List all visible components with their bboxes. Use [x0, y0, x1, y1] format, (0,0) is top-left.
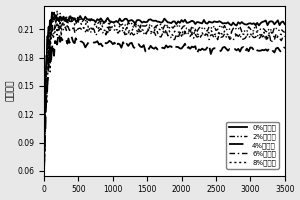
8%竹纤维 [80, 24, 84, 27]
8%竹纤维 [226, 34, 230, 36]
2%竹纤维 [166, 26, 169, 28]
Y-axis label: 摩擦系数: 摩擦系数 [6, 80, 15, 101]
0%竹纤维 [283, 23, 286, 25]
6%竹纤维 [161, 32, 164, 35]
8%竹纤维 [76, 16, 80, 19]
2%竹纤维 [161, 29, 164, 31]
4%竹纤维 [95, 40, 99, 42]
4%竹纤维 [166, 46, 169, 49]
4%竹纤维 [42, 170, 46, 172]
8%竹纤维 [166, 26, 169, 28]
0%竹纤维 [80, 18, 84, 20]
4%竹纤维 [161, 46, 164, 49]
6%竹纤维 [54, 15, 58, 18]
4%竹纤维 [80, 41, 84, 43]
8%竹纤维 [283, 35, 286, 38]
Legend: 0%竹纤维, 2%竹纤维, 4%竹纤维, 6%竹纤维, 8%竹纤维: 0%竹纤维, 2%竹纤维, 4%竹纤维, 6%竹纤维, 8%竹纤维 [226, 122, 279, 169]
8%竹纤维 [95, 28, 99, 31]
Line: 6%竹纤维: 6%竹纤维 [44, 16, 285, 171]
Line: 2%竹纤维: 2%竹纤维 [44, 11, 285, 171]
Line: 4%竹纤维: 4%竹纤维 [44, 34, 285, 171]
0%竹纤维 [166, 21, 169, 24]
Line: 0%竹纤维: 0%竹纤维 [44, 12, 285, 171]
4%竹纤维 [61, 39, 64, 41]
6%竹纤维 [42, 170, 46, 172]
2%竹纤维 [42, 170, 46, 172]
0%竹纤维 [42, 170, 46, 172]
2%竹纤维 [95, 23, 99, 25]
6%竹纤维 [95, 32, 99, 35]
2%竹纤维 [226, 27, 230, 29]
2%竹纤维 [283, 31, 286, 34]
2%竹纤维 [55, 10, 59, 12]
4%竹纤维 [57, 32, 61, 35]
4%竹纤维 [226, 49, 230, 52]
8%竹纤维 [42, 170, 46, 172]
6%竹纤维 [61, 25, 64, 28]
2%竹纤维 [61, 15, 64, 18]
6%竹纤维 [226, 34, 230, 37]
0%竹纤维 [95, 18, 99, 20]
0%竹纤维 [226, 21, 230, 24]
Line: 8%竹纤维: 8%竹纤维 [44, 17, 285, 171]
6%竹纤维 [166, 34, 169, 37]
0%竹纤维 [61, 18, 64, 21]
6%竹纤维 [283, 36, 286, 39]
8%竹纤维 [59, 35, 63, 37]
6%竹纤维 [80, 29, 84, 31]
8%竹纤维 [161, 29, 164, 32]
2%竹纤维 [80, 20, 84, 22]
4%竹纤维 [283, 46, 286, 48]
0%竹纤维 [161, 21, 164, 23]
0%竹纤维 [50, 11, 54, 14]
